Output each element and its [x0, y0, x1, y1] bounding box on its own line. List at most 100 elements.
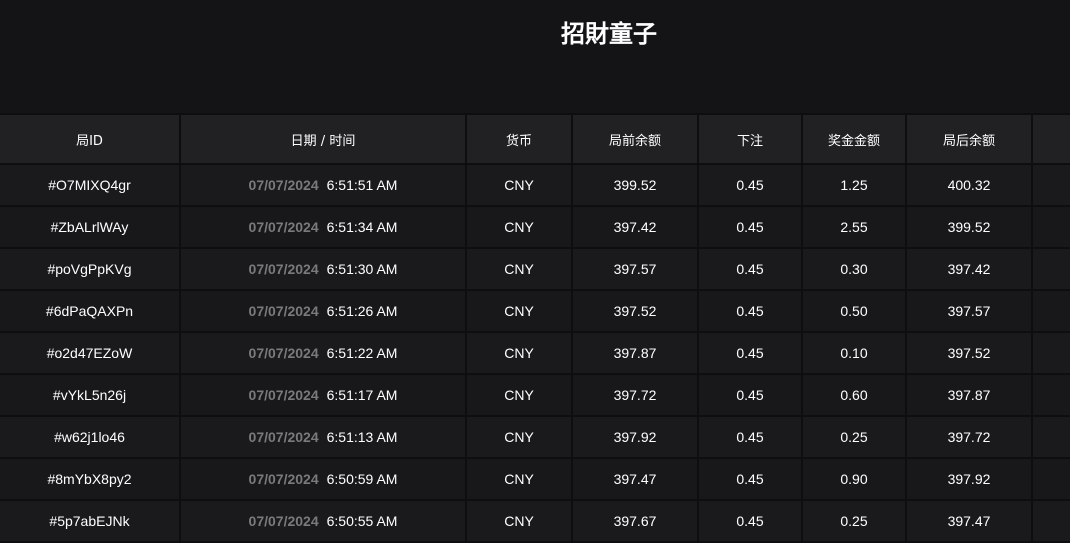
balance-after: 397.52	[905, 331, 1033, 375]
col-balance-before: 局前余额	[571, 113, 699, 165]
round-id[interactable]: #5p7abEJNk	[0, 499, 181, 543]
bet: 0.45	[697, 457, 803, 501]
balance-after: 397.42	[905, 247, 1033, 291]
extra-cell	[1031, 373, 1070, 417]
time: 6:51:13 AM	[326, 429, 398, 445]
table-row[interactable]: #vYkL5n26j 07/07/2024 6:51:17 AM CNY 397.72 0…	[0, 373, 1070, 417]
page-header: 招財童子	[0, 0, 1070, 113]
balance-after: 397.92	[905, 457, 1033, 501]
round-id[interactable]: #w62j1lo46	[0, 415, 181, 459]
table-row[interactable]: #poVgPpKVg 07/07/2024 6:51:30 AM CNY 397.57 0…	[0, 247, 1070, 291]
balance-after: 397.57	[905, 289, 1033, 333]
balance-before: 397.92	[571, 415, 699, 459]
bet: 0.45	[697, 163, 803, 207]
balance-after: 397.72	[905, 415, 1033, 459]
balance-before: 397.47	[571, 457, 699, 501]
prize: 1.25	[801, 163, 907, 207]
date: 07/07/2024	[248, 219, 319, 235]
bet: 0.45	[697, 247, 803, 291]
currency: CNY	[465, 499, 573, 543]
round-id[interactable]: #o2d47EZoW	[0, 331, 181, 375]
datetime: 07/07/2024 6:51:51 AM	[179, 163, 467, 207]
extra-cell	[1031, 457, 1070, 501]
currency: CNY	[465, 415, 573, 459]
round-id[interactable]: #ZbALrlWAy	[0, 205, 181, 249]
currency: CNY	[465, 457, 573, 501]
col-round-id: 局ID	[0, 113, 181, 165]
extra-cell	[1031, 163, 1070, 207]
col-prize: 奖金金额	[801, 113, 907, 165]
col-bet: 下注	[697, 113, 803, 165]
bet: 0.45	[697, 499, 803, 543]
col-balance-after: 局后余额	[905, 113, 1033, 165]
round-id[interactable]: #6dPaQAXPn	[0, 289, 181, 333]
balance-after: 399.52	[905, 205, 1033, 249]
prize: 0.90	[801, 457, 907, 501]
extra-cell	[1031, 205, 1070, 249]
extra-cell	[1031, 415, 1070, 459]
balance-after: 400.32	[905, 163, 1033, 207]
table-row[interactable]: #6dPaQAXPn 07/07/2024 6:51:26 AM CNY 397.52 0…	[0, 289, 1070, 333]
datetime: 07/07/2024 6:50:55 AM	[179, 499, 467, 543]
table-row[interactable]: #o2d47EZoW 07/07/2024 6:51:22 AM CNY 397.87 0…	[0, 331, 1070, 375]
extra-cell	[1031, 289, 1070, 333]
date: 07/07/2024	[248, 471, 319, 487]
time: 6:51:26 AM	[326, 303, 398, 319]
date: 07/07/2024	[248, 429, 319, 445]
balance-after: 397.87	[905, 373, 1033, 417]
balance-before: 397.42	[571, 205, 699, 249]
extra-cell	[1031, 331, 1070, 375]
table-row[interactable]: #O7MIXQ4gr 07/07/2024 6:51:51 AM CNY 399.52 0…	[0, 163, 1070, 207]
col-extra	[1031, 113, 1070, 165]
round-id[interactable]: #vYkL5n26j	[0, 373, 181, 417]
date: 07/07/2024	[248, 303, 319, 319]
currency: CNY	[465, 289, 573, 333]
currency: CNY	[465, 331, 573, 375]
datetime: 07/07/2024 6:51:22 AM	[179, 331, 467, 375]
prize: 0.25	[801, 499, 907, 543]
datetime: 07/07/2024 6:51:30 AM	[179, 247, 467, 291]
time: 6:51:22 AM	[326, 345, 398, 361]
datetime: 07/07/2024 6:51:13 AM	[179, 415, 467, 459]
prize: 0.25	[801, 415, 907, 459]
datetime: 07/07/2024 6:51:34 AM	[179, 205, 467, 249]
date: 07/07/2024	[248, 345, 319, 361]
currency: CNY	[465, 163, 573, 207]
date: 07/07/2024	[248, 513, 319, 529]
balance-before: 397.72	[571, 373, 699, 417]
date: 07/07/2024	[248, 177, 319, 193]
extra-cell	[1031, 247, 1070, 291]
col-currency: 货币	[465, 113, 573, 165]
round-id[interactable]: #8mYbX8py2	[0, 457, 181, 501]
balance-before: 399.52	[571, 163, 699, 207]
datetime: 07/07/2024 6:51:26 AM	[179, 289, 467, 333]
prize: 0.50	[801, 289, 907, 333]
time: 6:51:34 AM	[326, 219, 398, 235]
prize: 2.55	[801, 205, 907, 249]
table-row[interactable]: #5p7abEJNk 07/07/2024 6:50:55 AM CNY 397.67 0…	[0, 499, 1070, 543]
page-title: 招財童子	[561, 20, 657, 48]
table-row[interactable]: #8mYbX8py2 07/07/2024 6:50:59 AM CNY 397.47 0…	[0, 457, 1070, 501]
table-row[interactable]: #ZbALrlWAy 07/07/2024 6:51:34 AM CNY 397.42 0…	[0, 205, 1070, 249]
bet: 0.45	[697, 373, 803, 417]
col-datetime: 日期 / 时间	[179, 113, 467, 165]
prize: 0.10	[801, 331, 907, 375]
prize: 0.60	[801, 373, 907, 417]
balance-after: 397.47	[905, 499, 1033, 543]
balance-before: 397.87	[571, 331, 699, 375]
round-id[interactable]: #O7MIXQ4gr	[0, 163, 181, 207]
currency: CNY	[465, 205, 573, 249]
bet: 0.45	[697, 331, 803, 375]
history-table: 局ID 日期 / 时间 货币 局前余额 下注 奖金金额 局后余额 #O7MIXQ…	[0, 113, 1070, 543]
date: 07/07/2024	[248, 387, 319, 403]
round-id[interactable]: #poVgPpKVg	[0, 247, 181, 291]
time: 6:51:30 AM	[326, 261, 398, 277]
datetime: 07/07/2024 6:51:17 AM	[179, 373, 467, 417]
bet: 0.45	[697, 289, 803, 333]
time: 6:50:55 AM	[326, 513, 398, 529]
currency: CNY	[465, 373, 573, 417]
table-row[interactable]: #w62j1lo46 07/07/2024 6:51:13 AM CNY 397.92 0…	[0, 415, 1070, 459]
time: 6:51:17 AM	[326, 387, 398, 403]
table-header-row: 局ID 日期 / 时间 货币 局前余额 下注 奖金金额 局后余额	[0, 113, 1070, 165]
balance-before: 397.52	[571, 289, 699, 333]
